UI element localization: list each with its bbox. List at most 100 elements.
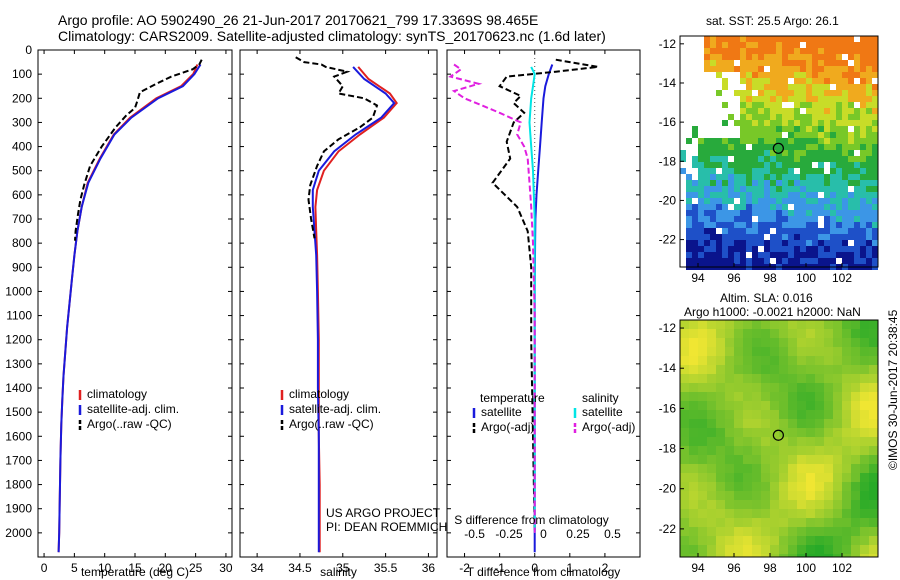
sla-cell xyxy=(743,500,752,509)
sst-cell xyxy=(830,66,836,72)
sla-cell xyxy=(752,437,761,446)
sla-cell xyxy=(680,554,689,557)
sla-cell xyxy=(716,392,725,401)
sst-cell xyxy=(836,198,842,204)
sla-map-title-line1: Altim. SLA: 0.016 xyxy=(720,291,813,305)
sst-cell xyxy=(776,168,782,174)
sla-cell xyxy=(788,446,797,455)
sst-cell xyxy=(872,162,878,168)
sla-cell xyxy=(734,491,743,500)
sst-cell xyxy=(698,234,704,240)
sla-cell xyxy=(833,437,842,446)
sst-cell xyxy=(776,60,782,66)
sst-cell xyxy=(806,102,812,108)
sst-map-title: sat. SST: 25.5 Argo: 26.1 xyxy=(706,14,839,28)
sst-cell xyxy=(818,42,824,48)
sst-cell xyxy=(800,114,806,120)
sst-cell xyxy=(848,96,854,102)
sla-cell xyxy=(770,401,779,410)
sla-cell xyxy=(815,428,824,437)
sst-cell xyxy=(704,174,710,180)
sla-cell xyxy=(716,527,725,536)
sst-cell xyxy=(806,132,812,138)
sla-cell xyxy=(743,320,752,329)
sst-cell xyxy=(740,48,746,54)
sla-cell xyxy=(725,482,734,491)
sst-cell xyxy=(800,102,806,108)
sla-cell xyxy=(761,500,770,509)
sst-cell xyxy=(836,240,842,246)
sst-cell xyxy=(722,48,728,54)
sla-cell xyxy=(779,500,788,509)
sla-cell xyxy=(752,347,761,356)
sla-cell xyxy=(707,518,716,527)
sla-cell xyxy=(689,491,698,500)
sst-cell xyxy=(818,258,824,264)
sst-cell xyxy=(704,66,710,72)
sla-cell xyxy=(689,482,698,491)
sst-cell xyxy=(776,114,782,120)
sla-cell xyxy=(851,509,860,518)
sst-cell xyxy=(758,90,764,96)
sst-cell xyxy=(800,72,806,78)
difference-xtick-label: 0 xyxy=(531,561,538,575)
sst-cell xyxy=(716,54,722,60)
sst-cell xyxy=(770,132,776,138)
sst-cell xyxy=(872,132,878,138)
sst-cell xyxy=(776,36,782,42)
sst-cell xyxy=(722,210,728,216)
sst-cell xyxy=(812,228,818,234)
sst-cell xyxy=(824,108,830,114)
sst-cell xyxy=(788,174,794,180)
sst-cell xyxy=(716,234,722,240)
sst-cell xyxy=(734,54,740,60)
sla-cell xyxy=(797,554,806,557)
diff-legend-label: satellite xyxy=(481,405,522,419)
sst-cell xyxy=(734,150,740,156)
sst-cell xyxy=(872,222,878,228)
sst-cell xyxy=(722,138,728,144)
sla-cell xyxy=(698,374,707,383)
sst-cell xyxy=(752,168,758,174)
sst-cell xyxy=(818,60,824,66)
sla-cell xyxy=(869,509,878,518)
sst-cell xyxy=(854,234,860,240)
sst-cell xyxy=(860,204,866,210)
sst-cell xyxy=(860,246,866,252)
sst-cell xyxy=(812,144,818,150)
sla-cell xyxy=(725,329,734,338)
sst-cell xyxy=(734,186,740,192)
depth-tick-label: 0 xyxy=(25,43,32,57)
sst-cell xyxy=(752,180,758,186)
sla-cell xyxy=(716,509,725,518)
sla-cell xyxy=(824,500,833,509)
sst-cell xyxy=(854,240,860,246)
sst-cell xyxy=(758,66,764,72)
sst-cell xyxy=(722,54,728,60)
difference-xtick-label: -1 xyxy=(494,561,505,575)
sst-cell xyxy=(830,78,836,84)
sst-cell xyxy=(752,48,758,54)
sst-cell xyxy=(758,78,764,84)
sla-cell xyxy=(815,338,824,347)
sst-cell xyxy=(770,252,776,258)
sst-cell xyxy=(710,222,716,228)
sst-cell xyxy=(794,90,800,96)
sla-cell xyxy=(779,410,788,419)
sst-cell xyxy=(848,114,854,120)
sst-cell xyxy=(842,210,848,216)
sla-cell xyxy=(707,320,716,329)
sla-cell xyxy=(842,545,851,554)
sst-cell xyxy=(812,84,818,90)
sst-cell xyxy=(836,150,842,156)
sst-cell xyxy=(758,222,764,228)
sst-cell xyxy=(800,36,806,42)
sla-cell xyxy=(734,320,743,329)
sla-cell xyxy=(842,518,851,527)
temperature-xtick-label: 15 xyxy=(128,561,142,575)
sst-cell xyxy=(800,90,806,96)
sst-cell xyxy=(734,48,740,54)
temperature-xtick-label: 20 xyxy=(159,561,173,575)
sla-cell xyxy=(707,329,716,338)
